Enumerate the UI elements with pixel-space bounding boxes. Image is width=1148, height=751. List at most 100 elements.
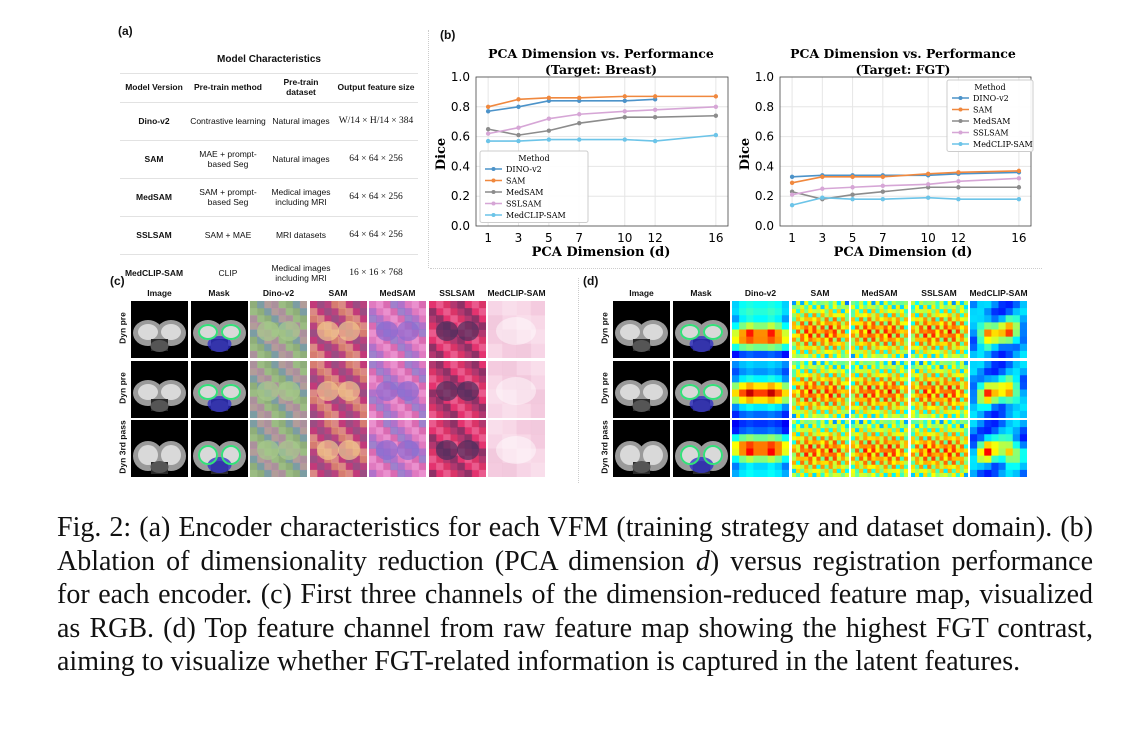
- data-point: [880, 183, 886, 188]
- table-row: SSLSAM SAM + MAE MRI datasets 64 × 64 × …: [120, 216, 418, 255]
- y-tick-label: 0.2: [451, 189, 470, 203]
- data-point: [820, 195, 825, 200]
- data-point: [789, 192, 795, 197]
- table-cell: 16 × 16 × 768: [334, 254, 418, 292]
- data-point: [956, 170, 961, 175]
- x-tick-label: 12: [647, 231, 662, 245]
- caption-lead: Fig. 2:: [57, 512, 140, 543]
- table-cell: SAM: [120, 140, 188, 179]
- data-point: [880, 196, 886, 202]
- grid-row-label: Dyn 3rd pass: [117, 420, 128, 474]
- mri-image: [131, 360, 188, 418]
- table-cell: Dino-v2: [120, 102, 188, 141]
- feature-rgb-map: [428, 360, 486, 418]
- y-tick-label: 0.0: [755, 219, 774, 233]
- data-point: [485, 131, 491, 136]
- data-point: [850, 192, 855, 197]
- feature-heatmap: [851, 301, 909, 359]
- series-line: [488, 134, 716, 142]
- legend-title: Method: [974, 83, 1005, 92]
- data-point: [925, 171, 931, 177]
- x-tick-label: 5: [849, 231, 857, 245]
- grid-column-title: Dino-v2: [744, 288, 777, 298]
- table-cell: 64 × 64 × 256: [334, 216, 418, 255]
- breast-dice-chart: PCA Dimension vs. Performance (Target: B…: [434, 46, 729, 260]
- data-point: [925, 195, 931, 200]
- feature-rgb-map: [488, 301, 546, 359]
- table-cell: SAM + MAE: [188, 216, 268, 255]
- caption-variable: d: [695, 545, 710, 577]
- x-tick-label: 1: [484, 231, 492, 245]
- y-tick-label: 0.2: [755, 189, 774, 203]
- feature-heatmap: [910, 360, 968, 418]
- table-cell: W/14 × H/14 × 384: [334, 102, 418, 141]
- x-axis-label: PCA Dimension (d): [532, 245, 671, 260]
- col-header: Output feature size: [334, 73, 418, 103]
- mri-image: [672, 420, 730, 477]
- feature-rgb-map: [369, 301, 427, 359]
- data-point: [516, 97, 521, 102]
- feature-rgb-map: [250, 360, 308, 418]
- legend-label: SAM: [506, 177, 525, 186]
- data-point: [485, 104, 491, 110]
- panel-b-label: (b): [440, 28, 456, 42]
- mri-image: [190, 360, 248, 418]
- table-header-row: Model Version Pre-train method Pre-train…: [120, 73, 418, 103]
- legend: Method DINO-v2 SAM MedSAM SSLSAM MedCLIP-SAM: [946, 79, 1034, 152]
- legend-label: MedSAM: [506, 188, 544, 197]
- data-point: [546, 95, 552, 101]
- grid-column-title: MedCLIP-SAM: [487, 288, 546, 298]
- table-cell: SSLSAM: [120, 216, 188, 255]
- divider: [430, 268, 1042, 269]
- data-point: [622, 98, 627, 104]
- data-point: [485, 109, 491, 114]
- legend-label: MedSAM: [973, 117, 1011, 126]
- table-cell: MAE + prompt-based Seg: [188, 140, 268, 179]
- table-cell: Contrastive learning: [188, 102, 268, 141]
- data-point: [516, 104, 521, 110]
- legend-frame: [479, 150, 589, 223]
- table-cell: MRI datasets: [268, 216, 334, 255]
- series-line: [488, 98, 656, 113]
- data-point: [485, 126, 491, 132]
- legend-marker: [958, 107, 963, 112]
- data-point: [1016, 168, 1022, 174]
- legend-marker: [491, 167, 496, 171]
- col-header: Pre-train dataset: [268, 73, 334, 103]
- x-tick-label: 1: [788, 231, 796, 245]
- legend-title: Method: [518, 154, 549, 163]
- data-point: [1016, 176, 1022, 181]
- y-axis-label: Dice: [434, 138, 449, 170]
- feature-heatmap: [910, 301, 968, 359]
- data-point: [1016, 185, 1022, 190]
- legend-label: DINO-v2: [973, 94, 1009, 103]
- table-cell: SAM + prompt-based Seg: [188, 178, 268, 217]
- x-tick-label: 7: [575, 231, 583, 245]
- feature-heatmap: [791, 301, 849, 359]
- data-point: [652, 107, 658, 112]
- col-header: Model Version: [120, 73, 188, 103]
- legend-label: MedCLIP-SAM: [973, 140, 1033, 149]
- grid-column-title: MedCLIP-SAM: [969, 288, 1028, 298]
- feature-rgb-map: [428, 301, 486, 359]
- caption-text: (a) Encoder characteristics for each VFM…: [57, 512, 1093, 577]
- data-point: [546, 137, 552, 142]
- mri-image: [672, 360, 730, 418]
- table-cell: MedCLIP-SAM: [120, 254, 188, 292]
- feature-heatmap: [851, 360, 909, 418]
- y-tick-label: 1.0: [451, 70, 470, 84]
- x-tick-label: 16: [708, 231, 723, 245]
- x-tick-label: 3: [819, 231, 827, 245]
- data-point: [622, 94, 627, 99]
- feature-rgb-map: [428, 420, 486, 478]
- data-point: [546, 128, 552, 133]
- grid-column-title: SSLSAM: [921, 288, 957, 298]
- legend-marker: [491, 178, 496, 183]
- feature-rgb-map: [488, 420, 546, 478]
- feature-heatmap: [970, 420, 1028, 478]
- feature-heatmap: [791, 360, 849, 418]
- table-row: SAM MAE + prompt-based Seg Natural image…: [120, 140, 418, 179]
- data-point: [820, 174, 825, 180]
- data-point: [652, 94, 658, 99]
- feature-rgb-map: [309, 420, 367, 478]
